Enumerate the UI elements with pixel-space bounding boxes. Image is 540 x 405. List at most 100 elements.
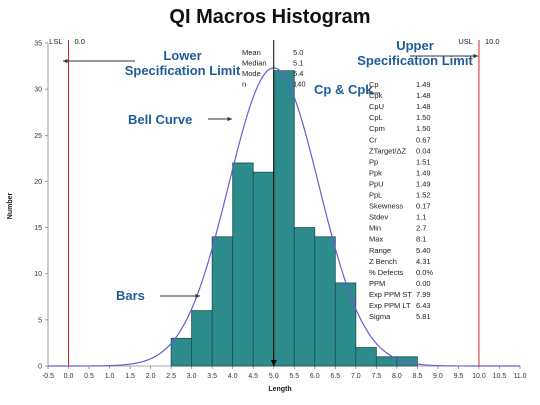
summary-stat-label: n xyxy=(242,80,246,89)
capability-stat-value: 1.49 xyxy=(416,179,431,188)
x-tick-label: 9.0 xyxy=(433,373,443,380)
histogram-bar xyxy=(252,171,275,367)
capability-stat-value: 4.31 xyxy=(416,257,431,266)
x-tick-label: 4.0 xyxy=(228,373,238,380)
lines-layer: LSL 0.0 USL 10.0 xyxy=(48,37,520,367)
x-tick-label: 0.5 xyxy=(84,373,94,380)
lower-spec-limit-annotation: Lower Specification Limit xyxy=(110,48,255,78)
lsl-label: LSL xyxy=(49,37,62,46)
usl-arrow-icon-head xyxy=(473,53,478,59)
capability-stat-label: Cp xyxy=(369,80,379,89)
capability-stat-value: 1.52 xyxy=(416,191,431,200)
capability-stat-label: Cpm xyxy=(369,124,385,133)
x-tick-label: 6.0 xyxy=(310,373,320,380)
capability-stat-label: Min xyxy=(369,224,381,233)
x-tick-label: 1.5 xyxy=(125,373,135,380)
y-tick-label: 10 xyxy=(34,271,42,278)
bell-curve-annotation: Bell Curve xyxy=(128,112,208,127)
usl-value: 10.0 xyxy=(485,37,500,46)
lsl-value: 0.0 xyxy=(75,37,85,46)
bell-curve-text: Bell Curve xyxy=(128,112,193,127)
capability-stat-label: Z Bench xyxy=(369,257,397,266)
capability-stat-value: 1.1 xyxy=(416,213,426,222)
capability-stat-label: Cr xyxy=(369,135,377,144)
x-tick-label: 9.5 xyxy=(454,373,464,380)
capability-stat-label: Sigma xyxy=(369,312,391,321)
histogram-bar xyxy=(191,310,213,367)
x-tick-label: 3.5 xyxy=(207,373,217,380)
y-axis-title: Number xyxy=(7,193,14,220)
capability-stat-label: PpL xyxy=(369,191,382,200)
x-axis-title: Length xyxy=(268,386,291,393)
histogram-bar xyxy=(170,337,193,367)
x-tick-label: 1.0 xyxy=(105,373,115,380)
summary-stat-label: Mean xyxy=(242,48,261,57)
x-tick-label: 4.5 xyxy=(248,373,258,380)
x-tick-label: 5.5 xyxy=(289,373,299,380)
x-tick-label: 7.5 xyxy=(371,373,381,380)
capability-stat-value: 0.04 xyxy=(416,146,431,155)
x-tick-label: 10.0 xyxy=(472,373,486,380)
x-tick-label: 8.0 xyxy=(392,373,402,380)
x-tick-label: 3.0 xyxy=(187,373,197,380)
capability-stat-value: 2.7 xyxy=(416,224,426,233)
histogram-bar xyxy=(375,356,398,367)
capability-stat-label: Pp xyxy=(369,157,378,166)
x-tick-label: 8.5 xyxy=(413,373,423,380)
bars-annotation: Bars xyxy=(116,288,156,303)
y-tick-label: 15 xyxy=(34,225,42,232)
y-tick-label: 25 xyxy=(34,133,42,140)
capability-stat-label: Cpk xyxy=(369,91,383,100)
bars-text: Bars xyxy=(116,288,145,303)
y-tick-label: 0 xyxy=(38,364,42,371)
annotation-arrows-layer xyxy=(63,53,478,299)
histogram-bar xyxy=(232,162,254,367)
histogram-bar xyxy=(293,227,316,367)
capability-stat-label: Exp PPM ST xyxy=(369,290,412,299)
capability-stat-label: Exp PPM LT xyxy=(369,301,411,310)
cp-cpk-arrow-icon-head xyxy=(368,90,373,96)
bell-curve-arrow-icon-head xyxy=(227,116,232,122)
capability-stat-value: 7.99 xyxy=(416,290,431,299)
upper-spec-limit-annotation: Upper Specification Limit xyxy=(340,38,490,68)
capability-stat-value: 5.81 xyxy=(416,312,431,321)
capability-stat-value: 0.67 xyxy=(416,135,431,144)
y-tick-label: 20 xyxy=(34,179,42,186)
capability-stat-value: 1.50 xyxy=(416,113,431,122)
histogram-bar xyxy=(211,236,234,367)
summary-stat-value: 5.0 xyxy=(293,48,303,57)
upper-spec-limit-text: Upper Specification Limit xyxy=(357,38,473,68)
x-tick-label: 2.5 xyxy=(166,373,176,380)
bars-arrow-icon-head xyxy=(195,293,200,299)
x-tick-label: 6.5 xyxy=(330,373,340,380)
histogram-bar xyxy=(355,347,377,367)
capability-stat-label: Stdev xyxy=(369,213,388,222)
x-tick-label: 5.0 xyxy=(269,373,279,380)
histogram-bar xyxy=(396,356,418,367)
x-tick-label: 0.0 xyxy=(64,373,74,380)
capability-stat-label: % Defects xyxy=(369,268,403,277)
y-tick-label: 5 xyxy=(38,317,42,324)
bars-layer xyxy=(170,70,418,367)
histogram-bar xyxy=(334,282,357,367)
capability-stat-label: Skewness xyxy=(369,202,403,211)
summary-stat-label: Mode xyxy=(242,69,261,78)
capability-stat-label: Range xyxy=(369,246,391,255)
summary-stat-value: 5.4 xyxy=(293,69,303,78)
capability-stat-label: Max xyxy=(369,235,383,244)
capability-stat-value: 5.40 xyxy=(416,246,431,255)
mean-arrow-icon xyxy=(270,360,277,366)
capability-stat-label: PpU xyxy=(369,179,384,188)
x-tick-label: 11.0 xyxy=(513,373,526,380)
y-tick-label: 35 xyxy=(34,41,42,48)
x-tick-label: -0.5 xyxy=(42,373,54,380)
capability-stat-value: 1.51 xyxy=(416,157,431,166)
capability-stat-value: 6.43 xyxy=(416,301,431,310)
summary-stat-value: 5.1 xyxy=(293,59,303,68)
capability-stat-value: 1.48 xyxy=(416,102,431,111)
capability-stat-value: 0.00 xyxy=(416,279,431,288)
summary-stat-label: Median xyxy=(242,59,267,68)
histogram-bar xyxy=(314,236,336,367)
lower-spec-limit-text: Lower Specification Limit xyxy=(124,48,241,78)
x-tick-label: 2.0 xyxy=(146,373,156,380)
